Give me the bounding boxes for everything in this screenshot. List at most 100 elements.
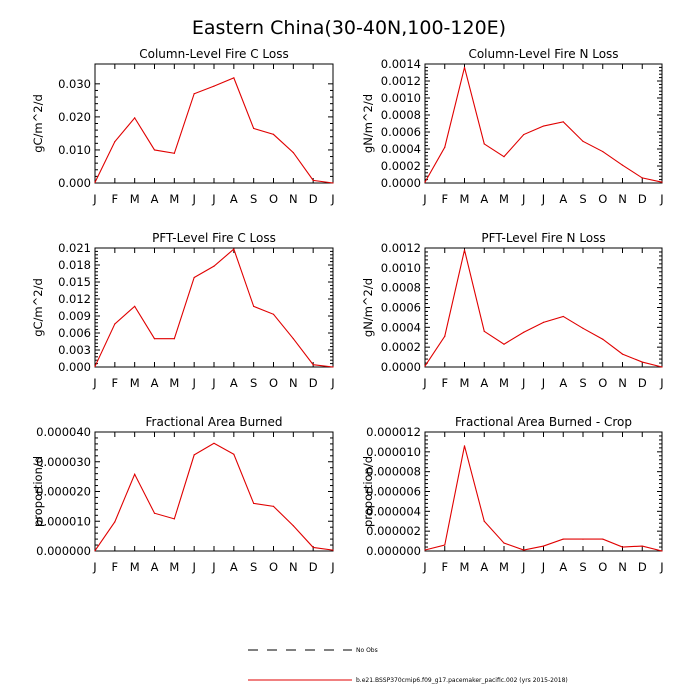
- x-tick-label: F: [441, 560, 448, 574]
- chart-panel-2: Column-Level Fire N Loss 0.0000 0.0002 0.00…: [361, 47, 664, 206]
- y-axis-label: proportion/d: [361, 456, 375, 527]
- y-tick-label: 0.018: [58, 258, 91, 272]
- x-tick-label: A: [480, 376, 488, 390]
- x-tick-label: M: [169, 560, 179, 574]
- data-point: [483, 330, 485, 332]
- x-tick-label: O: [269, 376, 278, 390]
- x-tick-label: O: [598, 376, 607, 390]
- y-axis-label: gC/m^2/d: [31, 94, 45, 153]
- y-tick-label: 0.000: [58, 360, 91, 374]
- x-tick-label: O: [598, 192, 607, 206]
- y-axis-label: gC/m^2/d: [31, 278, 45, 337]
- data-point: [523, 549, 525, 551]
- data-point: [332, 182, 334, 184]
- panel-title: Column-Level Fire C Loss: [139, 47, 289, 61]
- data-point: [114, 323, 116, 325]
- data-point: [602, 150, 604, 153]
- data-point: [562, 121, 564, 123]
- x-tick-label: J: [92, 376, 96, 390]
- y-tick-label: 0.000012: [366, 425, 421, 439]
- x-tick-label: J: [541, 376, 545, 390]
- data-point: [173, 338, 175, 340]
- data-point: [94, 181, 96, 183]
- data-point: [621, 164, 624, 166]
- x-tick-label: J: [521, 376, 525, 390]
- panel-title: Column-Level Fire N Loss: [468, 47, 618, 61]
- x-tick-label: A: [230, 192, 238, 206]
- data-point: [602, 538, 604, 540]
- x-tick-label: M: [130, 376, 140, 390]
- x-tick-label: S: [579, 376, 586, 390]
- x-tick-label: M: [460, 192, 470, 206]
- x-tick-label: S: [250, 192, 257, 206]
- data-point: [233, 453, 235, 455]
- series-line: [94, 248, 334, 368]
- x-tick-label: D: [309, 560, 318, 574]
- x-tick-label: A: [151, 376, 159, 390]
- x-tick-label: J: [521, 192, 525, 206]
- data-point: [641, 177, 643, 179]
- x-tick-label: O: [269, 192, 278, 206]
- chart-panel-3: PFT-Level Fire C Loss 0.000 0.003 0.006 0.00…: [31, 231, 335, 390]
- x-tick-label: A: [230, 376, 238, 390]
- x-tick-label: J: [211, 560, 215, 574]
- x-tick-label: J: [659, 192, 663, 206]
- data-point: [193, 276, 195, 279]
- y-tick-label: 0.000000: [36, 544, 91, 558]
- data-point: [523, 331, 525, 333]
- data-point: [621, 353, 624, 355]
- data-point: [312, 364, 314, 366]
- y-tick-label: 0.000040: [36, 425, 91, 439]
- data-point: [503, 542, 505, 544]
- x-tick-label: J: [541, 192, 545, 206]
- chart-panel-5: Fractional Area Burned 0.000000 0.000010 0.…: [31, 415, 335, 574]
- data-point: [424, 549, 426, 551]
- x-tick-label: J: [541, 560, 545, 574]
- y-tick-label: 0.0014: [381, 57, 421, 71]
- legend: No Obs b.e21.BSSP370cmip6.f09_g17.pacema…: [248, 647, 568, 684]
- data-point: [542, 321, 545, 323]
- x-tick-label: A: [480, 560, 488, 574]
- x-tick-label: F: [441, 192, 448, 206]
- data-point: [562, 315, 564, 318]
- y-tick-label: 0.030: [58, 77, 91, 91]
- x-tick-label: J: [659, 560, 663, 574]
- legend-label-no-obs: No Obs: [356, 647, 378, 654]
- data-point: [272, 133, 275, 136]
- x-tick-label: J: [92, 560, 96, 574]
- x-tick-label: D: [638, 376, 647, 390]
- x-tick-label: J: [191, 560, 195, 574]
- data-point: [114, 141, 116, 143]
- x-tick-label: O: [269, 560, 278, 574]
- plot-frame: [94, 431, 334, 552]
- x-tick-label: A: [480, 192, 488, 206]
- data-point: [153, 149, 156, 151]
- y-tick-label: 0.0008: [381, 281, 421, 295]
- y-tick-label: 0.0010: [381, 91, 421, 105]
- data-point: [582, 140, 584, 142]
- x-tick-label: J: [92, 192, 96, 206]
- x-tick-label: F: [112, 376, 119, 390]
- chart-panel-1: Column-Level Fire C Loss 0.000 0.010 0.020 0…: [31, 47, 335, 206]
- data-point: [253, 502, 255, 504]
- data-point: [292, 525, 294, 527]
- x-tick-label: F: [112, 192, 119, 206]
- data-point: [661, 550, 663, 552]
- data-point: [621, 546, 624, 548]
- x-tick-label: A: [559, 376, 567, 390]
- x-tick-label: J: [659, 376, 663, 390]
- data-point: [503, 156, 505, 158]
- x-tick-label: A: [559, 560, 567, 574]
- y-tick-label: 0.000004: [366, 504, 421, 518]
- panel-title: Fractional Area Burned - Crop: [455, 415, 632, 429]
- chart-panel-4: PFT-Level Fire N Loss 0.0000 0.0002 0.0004 0…: [361, 231, 664, 390]
- y-tick-label: 0.000020: [36, 485, 91, 499]
- x-tick-label: A: [230, 560, 238, 574]
- series-line: [94, 442, 334, 552]
- y-tick-label: 0.003: [58, 343, 91, 357]
- y-tick-label: 0.000010: [366, 445, 421, 459]
- data-point: [312, 179, 314, 181]
- x-tick-label: N: [289, 560, 298, 574]
- y-tick-label: 0.000000: [366, 544, 421, 558]
